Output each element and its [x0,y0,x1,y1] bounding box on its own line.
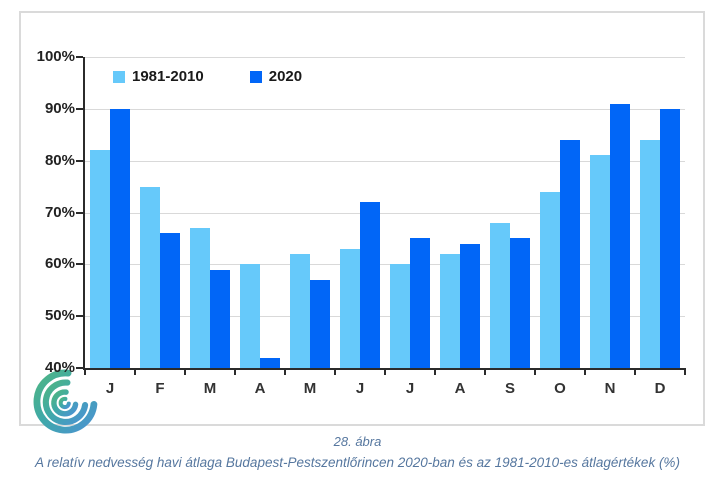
x-axis-tick [684,368,686,375]
x-axis-tick [84,368,86,375]
y-axis-label: 80% [44,151,75,169]
x-axis-tick [384,368,386,375]
legend: 1981-2010 2020 [113,68,302,85]
bar-1981-2010 [290,253,310,368]
y-axis-tick [76,211,83,214]
x-axis-label: S [504,380,515,397]
x-axis-tick [534,368,536,375]
bar-2020 [360,202,380,368]
bar-2020 [460,243,480,368]
month-group [185,57,235,368]
y-axis-label: 70% [44,203,75,221]
bar-2020 [260,357,280,368]
legend-label: 2020 [268,68,303,85]
gridline-50 [85,316,685,318]
bar-1981-2010 [340,248,360,368]
month-group [585,57,635,368]
y-axis-label: 90% [44,99,75,117]
legend-swatch [113,70,125,83]
bar-1981-2010 [240,264,260,368]
month-group [85,57,135,368]
legend-label: 1981-2010 [132,68,204,85]
bar-2020 [110,108,130,368]
y-axis-tick [76,107,83,110]
bar-1981-2010 [490,222,510,368]
bar-1981-2010 [540,191,560,368]
bar-1981-2010 [440,253,460,368]
month-group [535,57,585,368]
y-axis-label: 40% [44,359,75,376]
bar-1981-2010 [640,139,660,368]
gridline-70 [85,212,685,214]
bar-2020 [560,139,580,368]
y-axis-tick [76,56,83,58]
x-axis-tick [334,368,336,375]
x-axis-label: O [554,380,566,397]
bar-2020 [510,238,530,368]
legend-item: 2020 [249,68,303,85]
bar-2020 [610,103,630,368]
x-axis-label: J [355,380,365,397]
x-axis-tick [133,368,136,375]
bar-2020 [410,238,430,368]
month-group [435,57,485,368]
y-axis-tick [76,367,83,369]
month-group [135,57,185,368]
y-axis-label: 50% [44,307,75,325]
y-axis-tick [76,159,83,162]
x-axis-label: A [254,380,266,397]
month-group [635,57,685,368]
month-group [335,57,385,368]
x-axis-label: A [454,380,466,397]
figure-caption: A relatív nedvesség havi átlaga Budapest… [35,455,680,470]
x-axis-label: D [654,380,666,397]
bar-2020 [210,269,230,368]
gridline-100 [85,57,685,58]
x-axis-tick [283,368,286,375]
legend-item: 1981-2010 [113,68,204,85]
bar-2020 [660,108,680,368]
legend-swatch [249,70,262,83]
plot-area: 40% 50% 60% 70% 80% 90% 100% J F M A M J J A S O N D 1981… [37,48,686,397]
x-axis-label: F [155,380,165,397]
month-group [485,57,535,368]
x-axis-label: M [303,380,317,397]
bar-2020 [160,233,180,368]
x-axis-label: J [405,380,415,397]
y-axis-tick [76,315,83,318]
month-group [385,57,435,368]
bar-1981-2010 [590,155,610,368]
month-group [235,57,285,368]
bar-groups [85,57,685,368]
met-service-swirl-logo [33,369,98,434]
x-axis-label: J [105,380,115,397]
y-axis-label: 100% [36,48,75,65]
x-axis-label: M [203,380,217,397]
x-axis-tick [483,368,486,375]
month-group [285,57,335,368]
gridline-60 [85,264,685,266]
bar-1981-2010 [390,264,410,368]
gridline-80 [85,160,685,162]
chart-frame: 40% 50% 60% 70% 80% 90% 100% J F M A M J J A S O N D 1981… [19,11,705,434]
x-axis-tick [434,368,436,375]
x-axis-tick [234,368,236,375]
x-axis-label: N [604,380,616,397]
y-axis-label: 60% [44,255,75,273]
bar-1981-2010 [190,228,210,368]
bar-1981-2010 [90,150,110,368]
y-axis-tick [76,263,83,266]
x-axis-tick [183,368,186,375]
figure-number: 28. ábra [333,434,382,449]
x-axis-tick [634,368,636,375]
x-axis-tick [584,368,586,375]
gridline-90 [85,108,685,110]
bar-2020 [310,279,330,368]
bar-1981-2010 [140,186,160,368]
